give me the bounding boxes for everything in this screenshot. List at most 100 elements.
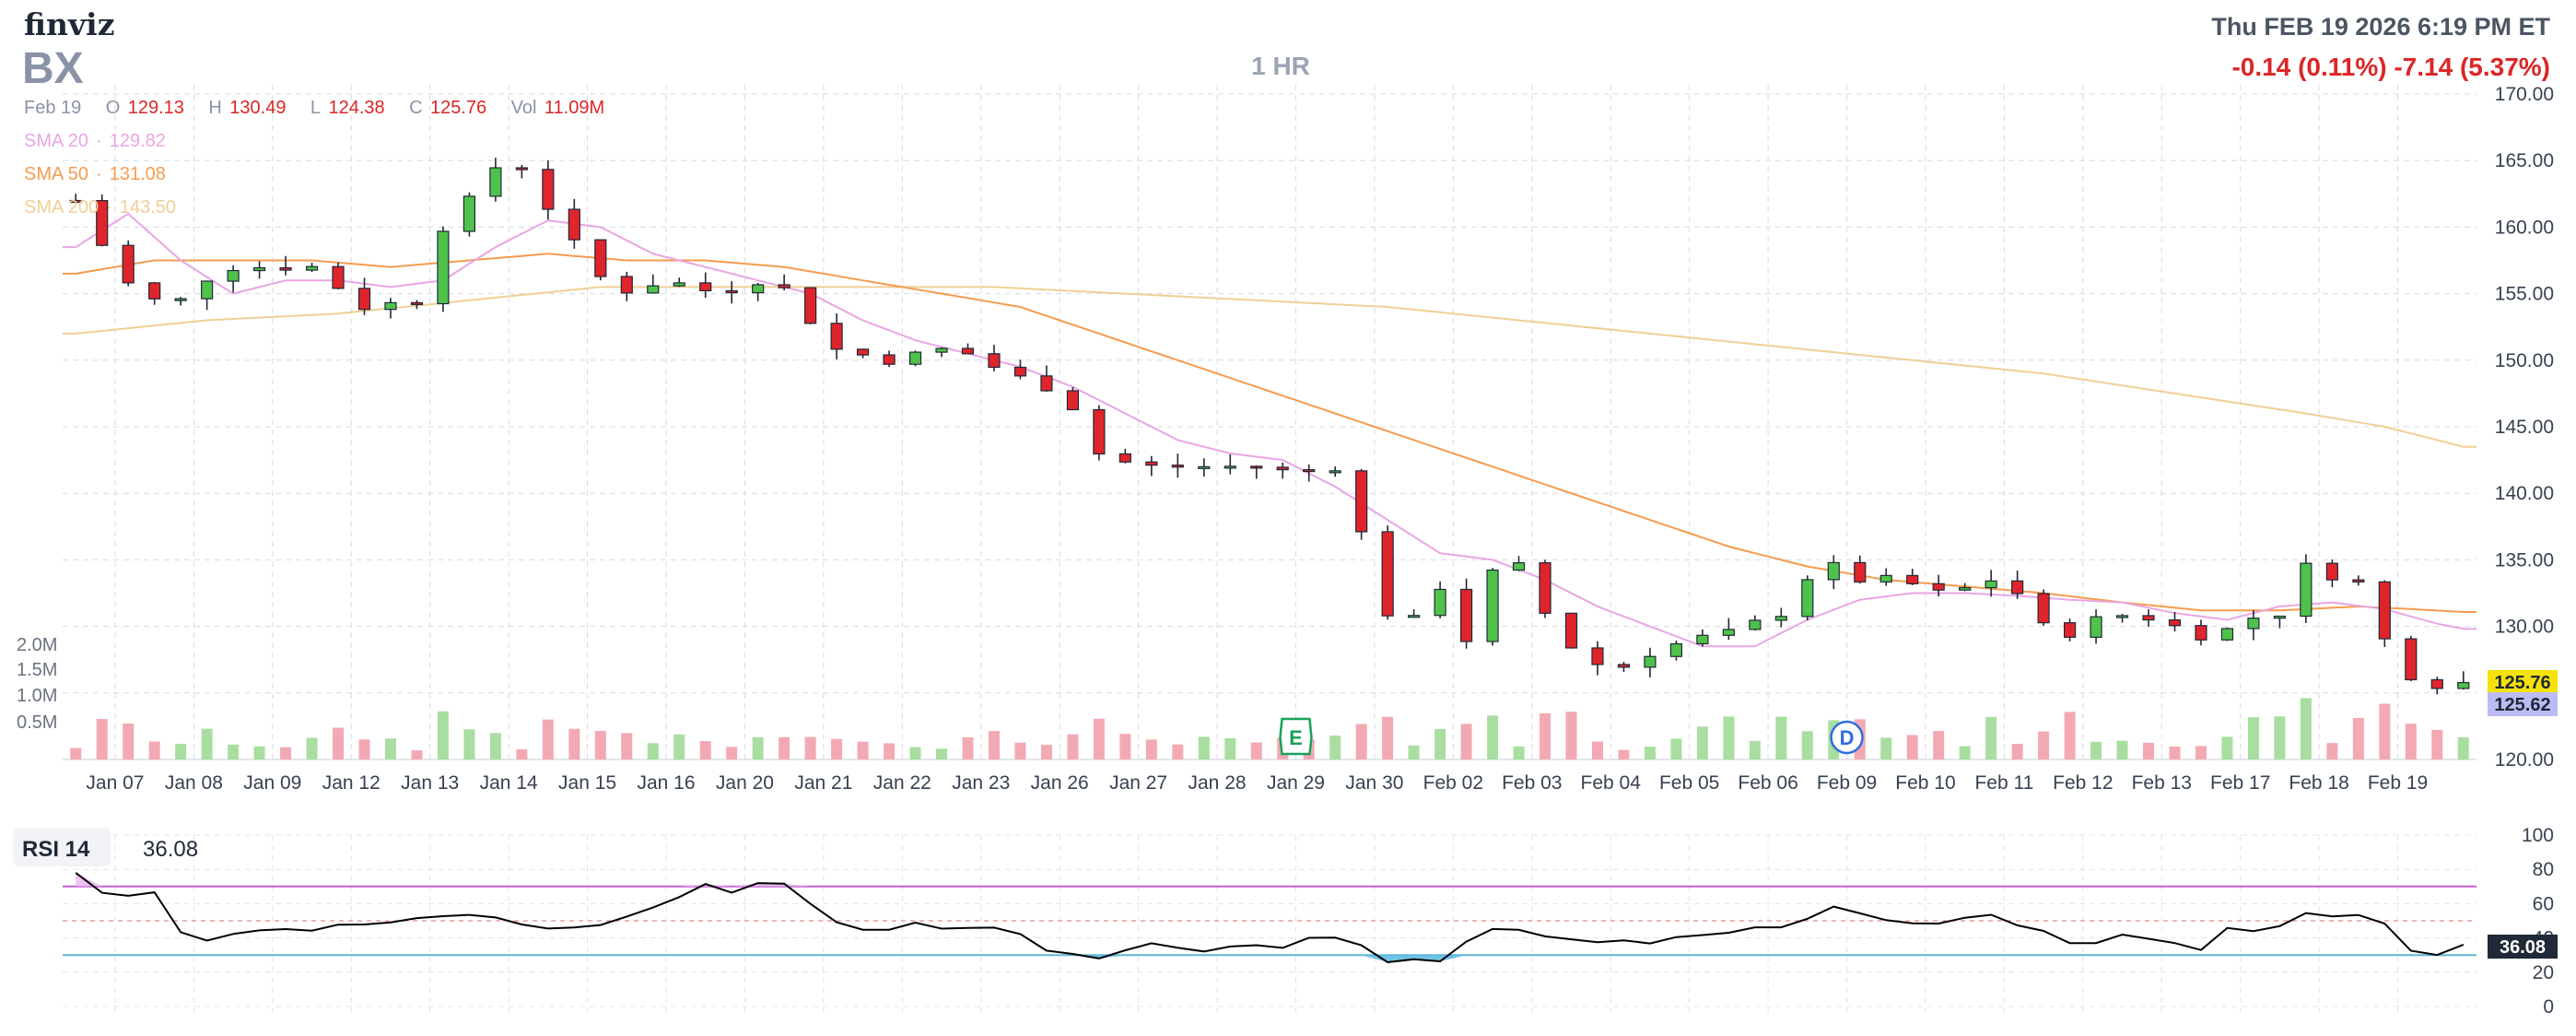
volume-bar [2221, 736, 2233, 759]
volume-bar [1224, 737, 1236, 759]
candle-up [752, 284, 765, 294]
finviz-logo[interactable]: finviz [24, 6, 114, 42]
chart-grid [63, 85, 2476, 1016]
candle-down [2063, 622, 2077, 638]
dividend-marker[interactable]: D [1830, 720, 1864, 755]
candle-down [1013, 366, 1027, 377]
candle-down [883, 354, 896, 365]
volume-bar [2274, 716, 2286, 759]
x-tick-label: Jan 16 [637, 772, 695, 794]
x-tick-label: Jan 15 [558, 772, 616, 794]
volume-bar [568, 728, 580, 759]
rsi-label[interactable]: RSI 14 [22, 837, 90, 862]
candle-down [830, 323, 843, 350]
volume-bar [1250, 742, 1262, 759]
candle-up [252, 266, 266, 272]
candle-down [1303, 468, 1316, 473]
volume-bars [70, 698, 2469, 759]
candle-down [961, 347, 975, 355]
price-change: -0.14 (0.11%) -7.14 (5.37%) [2231, 53, 2550, 81]
rsi-label-box[interactable] [13, 828, 111, 866]
volume-bar [1670, 738, 1682, 759]
sma-price-tag: 125.62 [2494, 695, 2550, 715]
datetime-label: Thu FEB 19 2026 6:19 PM ET [2211, 13, 2550, 41]
earnings-marker-shape [1279, 717, 1313, 756]
volume-bar [2405, 724, 2417, 759]
candlesticks[interactable] [69, 158, 2470, 695]
volume-bar [1985, 716, 1997, 759]
volume-bar [831, 738, 843, 759]
candle-up [647, 285, 660, 294]
sma200-label: SMA 200 [24, 197, 99, 218]
x-tick-label: Feb 04 [1581, 772, 1642, 794]
candle-down [2037, 593, 2050, 624]
volume-bar [1408, 745, 1420, 759]
candle-up [1644, 655, 1657, 668]
volume-bar [988, 731, 1000, 759]
candle-up [463, 195, 476, 232]
volume-bar [2090, 741, 2102, 759]
candle-up [227, 269, 240, 282]
sma50-label: SMA 50 [24, 164, 88, 184]
candle-down [2195, 625, 2207, 641]
volume-bar [2038, 731, 2050, 759]
candle-down [2011, 580, 2024, 595]
volume-bar [1067, 734, 1079, 759]
candle-up [908, 351, 922, 365]
earnings-marker[interactable]: E [1279, 717, 1313, 756]
candle-up [1749, 619, 1762, 630]
candle-down [1276, 466, 1289, 471]
candle-down [279, 266, 292, 271]
sma50-legend[interactable]: SMA 50 · 131.08 [24, 164, 166, 184]
sma20-legend[interactable]: SMA 20 · 129.82 [24, 131, 166, 151]
volume-bar [280, 747, 292, 759]
volume-bar [909, 747, 921, 759]
event-marker-label: E [1289, 726, 1303, 749]
volume-bar [1355, 724, 1367, 759]
candle-down [568, 208, 580, 241]
candle-down [96, 200, 109, 246]
candle-down [725, 289, 738, 294]
candle-up [1801, 579, 1814, 618]
candle-down [515, 167, 528, 171]
candle-up [2090, 616, 2102, 638]
timeframe-label[interactable]: 1 HR [1251, 52, 1310, 80]
volume-bar [1540, 712, 1551, 759]
volume-bar [647, 743, 659, 759]
volume-bar [1565, 712, 1577, 759]
candle-up [1329, 470, 1341, 474]
volume-bar [1172, 744, 1184, 759]
x-tick-label: Jan 21 [794, 772, 852, 794]
volume-bar [1382, 716, 1394, 759]
sma-price-tag-bg [2488, 692, 2558, 716]
rsi-tick-label: 60 [2533, 893, 2554, 914]
candle-down [988, 353, 1001, 369]
volume-bar [1880, 737, 1892, 759]
open-label: O [106, 98, 121, 118]
volume-bar [1119, 734, 1131, 759]
volume-bar [1014, 742, 1026, 759]
x-tick-label: Jan 29 [1267, 772, 1325, 794]
candle-up [1198, 465, 1211, 469]
x-tick-label: Jan 28 [1188, 772, 1247, 794]
rsi-tag-bg [2488, 935, 2558, 959]
sma200-legend[interactable]: SMA 200 · 143.50 [24, 197, 176, 218]
candle-down [2168, 618, 2182, 627]
candle-down [1617, 664, 1631, 668]
candle-down [1066, 390, 1080, 411]
low-value: 124.38 [328, 98, 384, 118]
ohlc-readout: Feb 19 O 129.13 H 130.49 L 124.38 C 125.… [24, 98, 604, 118]
volume-bar [2064, 712, 2076, 759]
candle-down [1145, 461, 1158, 466]
close-label: C [409, 98, 422, 118]
y-tick-label: 130.00 [2495, 617, 2554, 638]
ticker-symbol: BX [22, 44, 84, 93]
volume-bar [2457, 736, 2469, 759]
candle-down [1381, 531, 1394, 617]
x-tick-label: Jan 09 [243, 772, 301, 794]
candle-down [1040, 375, 1053, 392]
x-tick-label: Jan 14 [480, 772, 538, 794]
candle-up [2247, 618, 2260, 630]
